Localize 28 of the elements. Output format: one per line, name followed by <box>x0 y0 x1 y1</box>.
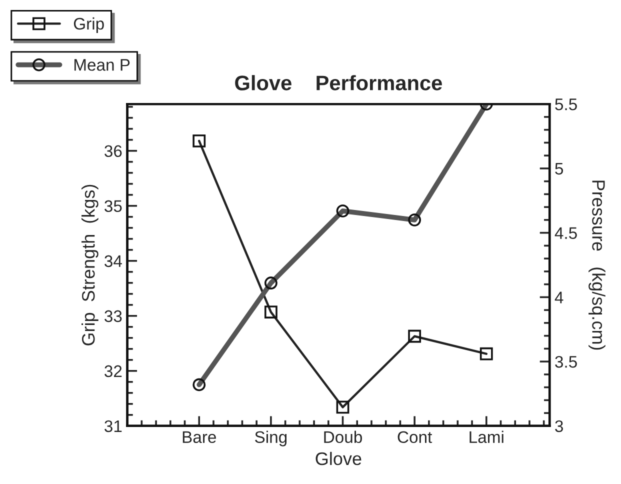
x-axis-title: Glove <box>316 452 362 466</box>
y2-axis-title: Pressure (kg/sq.cm) <box>588 180 606 350</box>
y-tick-label: 31 <box>104 420 122 432</box>
x-tick-label: Doub <box>324 430 362 444</box>
y2-tick-label: 3.5 <box>555 356 577 368</box>
x-tick-label: Sing <box>255 430 287 446</box>
y2-tick-label: 4 <box>554 292 564 304</box>
legend-label: Mean P <box>74 59 130 71</box>
y-tick-label: 34 <box>104 255 122 268</box>
chart-title: Glove Performance <box>235 75 442 90</box>
y-tick-label: 33 <box>104 310 122 322</box>
y2-tick-label: 4.5 <box>554 227 577 240</box>
legend-label: Grip <box>74 17 104 33</box>
y2-tick-label: 3 <box>555 420 563 432</box>
x-tick-label: Cont <box>398 431 432 444</box>
point <box>480 347 493 360</box>
point <box>408 330 422 343</box>
y-tick-label: 32 <box>104 365 122 378</box>
y2-tick-label: 5 <box>555 163 564 175</box>
y-tick-label: 36 <box>104 145 122 158</box>
point <box>264 306 278 318</box>
point <box>192 134 206 148</box>
y2-tick-label: 5.5 <box>555 98 577 110</box>
point <box>336 400 350 414</box>
x-tick-label: Bare <box>182 431 216 444</box>
x-tick-label: Lami <box>470 430 504 444</box>
y-tick-label: 35 <box>104 200 122 212</box>
y-axis-title: Grip Strength (kgs) <box>82 184 98 346</box>
